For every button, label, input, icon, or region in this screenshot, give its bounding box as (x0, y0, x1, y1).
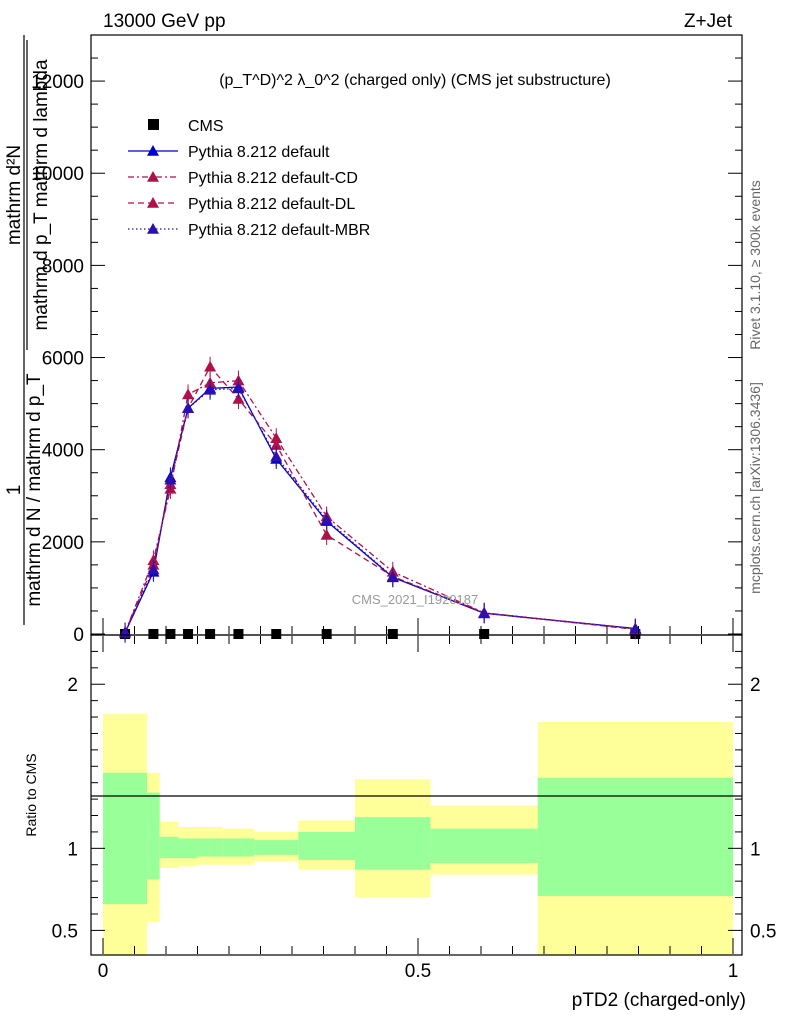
series-marker (270, 439, 283, 450)
x-tick-label: 1 (728, 961, 739, 982)
ratio-y-tick-label: 0.5 (52, 921, 78, 942)
series-marker (270, 450, 283, 462)
ratio-y-tick-label-right: 0.5 (750, 921, 776, 942)
series-marker (164, 473, 177, 485)
ratio-y-tick-label-right: 2 (750, 675, 761, 696)
x-axis-label: pTD2 (charged-only) (572, 990, 746, 1011)
cms-data-point (233, 629, 244, 639)
legend-marker (147, 223, 159, 234)
ratio-band-inner (298, 831, 355, 860)
cms-data-point (271, 629, 282, 639)
legend-label: Pythia 8.212 default-CD (188, 170, 358, 187)
cms-data-point (479, 629, 490, 639)
ratio-band-inner (178, 838, 198, 859)
series-marker (182, 402, 195, 414)
y-tick-label: 4000 (42, 441, 84, 462)
series-marker (182, 388, 195, 400)
y-label-den: mathrm d p_T mathrm d lambda (31, 59, 52, 330)
y-tick-label: 6000 (42, 349, 84, 370)
legend-label: CMS (188, 118, 224, 135)
ratio-band-inner (430, 828, 538, 864)
series-marker (386, 570, 399, 582)
series-marker (320, 528, 333, 540)
ratio-y-tick-label: 1 (67, 839, 78, 860)
legend-label: Pythia 8.212 default-DL (188, 196, 355, 213)
ratio-band-inner (355, 817, 431, 870)
y-tick-label: 12000 (31, 72, 84, 93)
ratio-y-label: Ratio to CMS (23, 753, 39, 836)
ratio-band-inner (197, 838, 223, 857)
cms-data-point (321, 629, 332, 639)
y-tick-label: 0 (73, 625, 84, 646)
plot-title: (p_T^D)^2 λ_0^2 (charged only) (CMS jet … (219, 72, 611, 89)
y-label-num: mathrm d²N (4, 145, 25, 245)
x-tick-label: 0 (98, 961, 109, 982)
y-tick-label: 8000 (42, 256, 84, 277)
y-tick-label: 10000 (31, 164, 84, 185)
analysis-watermark: CMS_2021_I1920187 (352, 592, 479, 607)
energy-label: 13000 GeV pp (103, 11, 226, 32)
x-axis-ticks: 0 0.5 1 (98, 618, 739, 982)
series-marker (478, 607, 491, 619)
y-tick-label: 2000 (42, 533, 84, 554)
cms-data-point (387, 629, 398, 639)
mcplots-label: mcplots.cern.ch [arXiv:1306.3436] (747, 382, 763, 594)
legend-cms-marker (148, 119, 159, 130)
y-label-left-num: mathrm d N / mathrm d p_T (24, 373, 45, 607)
cms-data-point (165, 629, 176, 639)
ratio-bands (103, 713, 733, 955)
ratio-y-tick-label: 2 (67, 675, 78, 696)
ratio-y-tick-label-right: 1 (750, 839, 761, 860)
process-label: Z+Jet (684, 11, 733, 32)
ratio-plot-frame (90, 634, 743, 956)
cms-data-point (183, 629, 194, 639)
ratio-band-inner (147, 792, 160, 880)
series-line (124, 379, 636, 633)
ratio-axis-ticks: 0.5 0.5 1 1 2 2 (52, 650, 776, 942)
main-series-layer (119, 356, 642, 643)
legend-label: Pythia 8.212 default (188, 144, 330, 161)
series-marker (232, 382, 245, 394)
x-tick-label: 0.5 (405, 961, 431, 982)
series-marker (204, 360, 217, 372)
series-marker (204, 383, 217, 395)
ratio-band-inner (103, 772, 148, 905)
series-marker (320, 513, 333, 525)
ratio-band-inner (222, 838, 255, 857)
ratio-band-inner (159, 836, 179, 859)
legend-marker (147, 197, 159, 208)
legend: CMS Pythia 8.212 default Pythia 8.212 defa… (128, 118, 370, 239)
cms-data-point (205, 629, 216, 639)
legend-label: Pythia 8.212 default-MBR (188, 222, 370, 239)
y-axis-label: 1 mathrm d²N mathrm d p_T mathrm d lambd… (4, 35, 52, 625)
legend-marker (147, 171, 159, 182)
ratio-band-inner (254, 840, 299, 855)
rivet-label: Rivet 3.1.10, ≥ 300k events (747, 180, 763, 350)
ratio-band-inner (537, 777, 733, 896)
cms-data-point (148, 629, 159, 639)
y-label-one: 1 (4, 485, 25, 496)
series-marker (147, 563, 160, 575)
main-axis-ticks: 0 2000 4000 6000 8000 10000 12000 (31, 57, 742, 646)
legend-marker (147, 145, 159, 156)
